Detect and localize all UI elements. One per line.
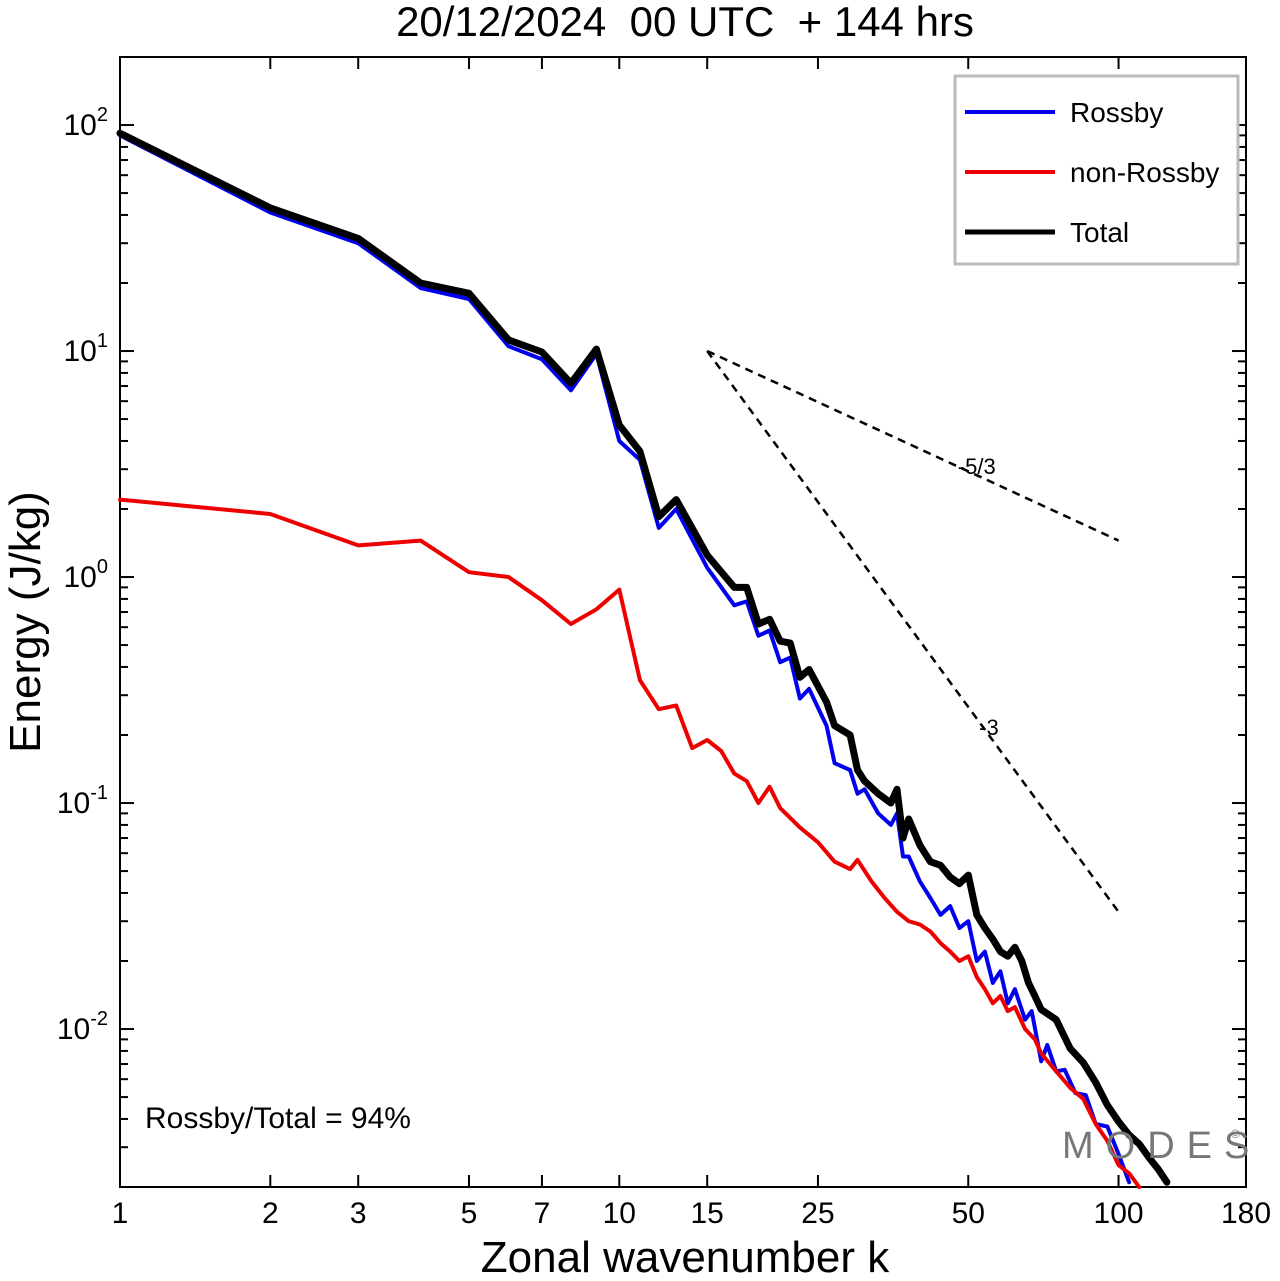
legend-label: Rossby: [1070, 97, 1163, 128]
y-tick-label: 102: [64, 104, 109, 142]
y-tick-label: 10-1: [57, 782, 108, 820]
x-tick-label: 15: [691, 1197, 724, 1230]
rossby-ratio-annotation: Rossby/Total = 94%: [145, 1102, 411, 1135]
slope-label: -3: [979, 715, 999, 740]
reference-slopes: -5/3 -3: [706, 349, 1120, 913]
y-tick-base: 10: [57, 1013, 90, 1046]
x-tick-label: 100: [1094, 1197, 1144, 1230]
x-tick-label: 7: [534, 1197, 551, 1230]
y-tick-label: 100: [64, 556, 109, 594]
x-axis: 1 2 3 5 7 10 15 25 50 100 180: [112, 57, 1271, 1230]
x-tick-label: 10: [603, 1197, 636, 1230]
watermark-logo: MODES: [1062, 1125, 1261, 1167]
y-tick-base: 10: [57, 787, 90, 820]
chart-title: 20/12/2024 00 UTC + 144 hrs: [396, 0, 974, 45]
y-tick-label: 101: [64, 330, 109, 368]
x-tick-label: 180: [1221, 1197, 1271, 1230]
y-tick-exponent: 2: [97, 104, 108, 126]
slope-line: [706, 349, 1120, 542]
x-tick-label: 25: [801, 1197, 834, 1230]
y-tick-exponent: 1: [97, 330, 108, 352]
y-tick-base: 10: [64, 561, 97, 594]
x-tick-label: 5: [461, 1197, 478, 1230]
y-tick-exponent: 0: [97, 556, 108, 578]
series-line-non-rossby: [118, 497, 1142, 1189]
y-axis-title: Energy (J/kg): [1, 491, 50, 753]
y-tick-exponent: -2: [90, 1008, 108, 1030]
series-lines: [116, 129, 1171, 1189]
plot-frame: [119, 56, 1247, 1188]
x-tick-label: 1: [112, 1197, 129, 1230]
x-tick-label: 3: [350, 1197, 367, 1230]
slope-line: [706, 350, 1120, 913]
legend-label: Total: [1070, 217, 1129, 248]
y-tick-base: 10: [64, 335, 97, 368]
series-line-total: [116, 129, 1171, 1186]
y-tick-exponent: -1: [90, 782, 108, 804]
y-tick-label: 10-2: [57, 1008, 108, 1046]
legend-label: non-Rossby: [1070, 157, 1219, 188]
slope-label: -5/3: [958, 454, 996, 479]
y-tick-base: 10: [64, 109, 97, 142]
x-axis-title: Zonal wavenumber k: [481, 1233, 890, 1281]
x-tick-label: 2: [262, 1197, 279, 1230]
legend: Rossby non-Rossby Total: [953, 74, 1240, 266]
watermark-copyright: ©: [1231, 1127, 1240, 1141]
series-line-rossby: [118, 133, 1132, 1185]
x-tick-label: 50: [952, 1197, 985, 1230]
